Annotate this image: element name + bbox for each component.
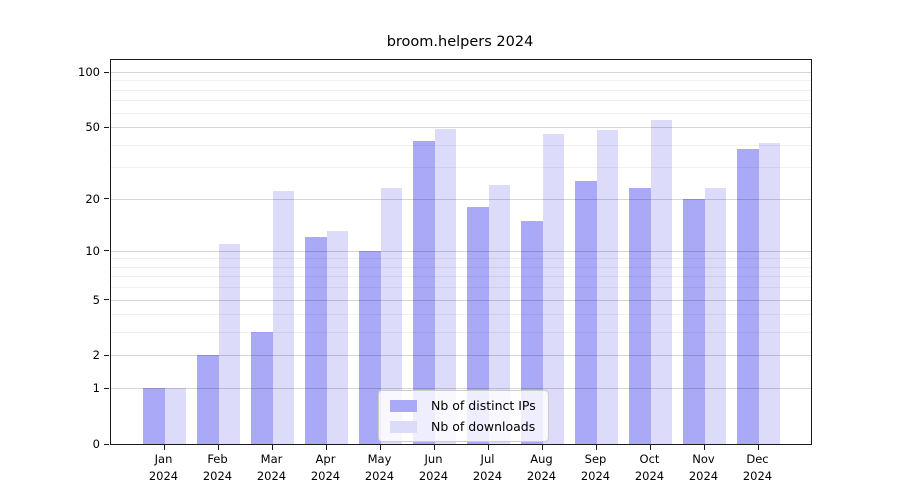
y-tick-label: 10 <box>85 243 100 258</box>
y-tick-mark <box>104 198 109 200</box>
x-tick-mark <box>757 444 759 450</box>
bar-distinct-ips <box>629 187 651 444</box>
bar-downloads <box>596 130 618 444</box>
bar-downloads <box>758 142 780 444</box>
bar-distinct-ips <box>683 198 705 444</box>
y-tick-mark <box>104 354 109 357</box>
legend-swatch-distinct-ips <box>390 399 417 412</box>
x-tick-label: Mar 2024 <box>256 452 287 483</box>
x-tick-mark <box>541 444 543 450</box>
grid-line-major <box>111 72 811 73</box>
grid-line-minor <box>111 144 811 146</box>
bar-distinct-ips <box>737 148 759 444</box>
x-tick-mark <box>595 444 597 450</box>
x-tick-mark <box>217 444 219 450</box>
bar-downloads <box>218 243 240 444</box>
x-tick-label: Dec 2024 <box>742 452 773 483</box>
bar-downloads <box>272 191 294 444</box>
grid-line-minor <box>111 89 811 91</box>
y-tick-label: 2 <box>92 348 100 363</box>
grid-line-minor <box>111 80 811 82</box>
bar-distinct-ips <box>305 237 327 444</box>
grid-line-minor <box>111 100 811 102</box>
bar-distinct-ips <box>575 181 597 444</box>
x-tick-mark <box>703 444 705 450</box>
bar-distinct-ips <box>413 140 435 444</box>
bar-downloads <box>488 184 510 444</box>
bar-downloads <box>380 187 402 444</box>
bar-downloads <box>650 119 672 444</box>
grid-line-major <box>111 127 811 129</box>
y-tick-label: 5 <box>92 292 100 307</box>
x-tick-mark <box>487 444 489 450</box>
bar-downloads <box>164 388 186 444</box>
x-tick-label: Jun 2024 <box>418 452 449 483</box>
legend-swatch-downloads <box>390 420 417 433</box>
bar-distinct-ips <box>143 388 165 444</box>
y-tick-label: 20 <box>85 191 100 206</box>
legend-item-downloads: Nb of downloads <box>390 419 536 434</box>
x-tick-mark <box>379 444 381 450</box>
plot-area: Nb of distinct IPs Nb of downloads <box>110 59 812 445</box>
bar-downloads <box>434 128 456 444</box>
y-tick-mark <box>104 299 109 301</box>
y-tick-mark <box>104 71 109 73</box>
x-tick-mark <box>325 444 327 450</box>
legend: Nb of distinct IPs Nb of downloads <box>378 390 549 442</box>
y-tick-label: 0 <box>92 437 100 451</box>
y-tick-label: 100 <box>78 65 100 79</box>
y-tick-mark <box>104 250 109 252</box>
x-tick-label: Oct 2024 <box>634 452 665 483</box>
legend-item-distinct-ips: Nb of distinct IPs <box>390 398 536 413</box>
bar-distinct-ips <box>197 355 219 444</box>
x-tick-label: Nov 2024 <box>688 452 719 483</box>
x-tick-label: Jan 2024 <box>148 452 179 483</box>
grid-line-minor <box>111 167 811 169</box>
y-tick-mark <box>104 387 109 389</box>
bar-distinct-ips <box>467 206 489 444</box>
x-tick-mark <box>163 444 165 450</box>
bar-distinct-ips <box>251 332 273 444</box>
grid-line-minor <box>111 112 811 114</box>
bar-downloads <box>704 187 726 444</box>
y-tick-mark <box>104 443 109 445</box>
legend-label-distinct-ips: Nb of distinct IPs <box>431 398 536 413</box>
x-tick-label: Sep 2024 <box>580 452 611 483</box>
bar-distinct-ips <box>521 220 543 444</box>
bar-distinct-ips <box>359 250 381 444</box>
y-tick-mark <box>104 126 109 128</box>
chart-title: broom.helpers 2024 <box>386 34 534 50</box>
y-tick-label: 1 <box>92 381 100 396</box>
y-tick-label: 50 <box>85 120 100 135</box>
x-tick-label: May 2024 <box>364 452 395 483</box>
x-tick-mark <box>433 444 435 450</box>
x-tick-label: Feb 2024 <box>202 452 233 483</box>
bar-downloads <box>326 231 348 444</box>
bar-downloads <box>542 133 564 444</box>
x-tick-label: Jul 2024 <box>472 452 503 483</box>
x-tick-mark <box>271 444 273 450</box>
x-tick-label: Aug 2024 <box>526 452 557 483</box>
x-tick-mark <box>649 444 651 450</box>
legend-label-downloads: Nb of downloads <box>431 419 536 434</box>
x-tick-label: Apr 2024 <box>310 452 341 483</box>
